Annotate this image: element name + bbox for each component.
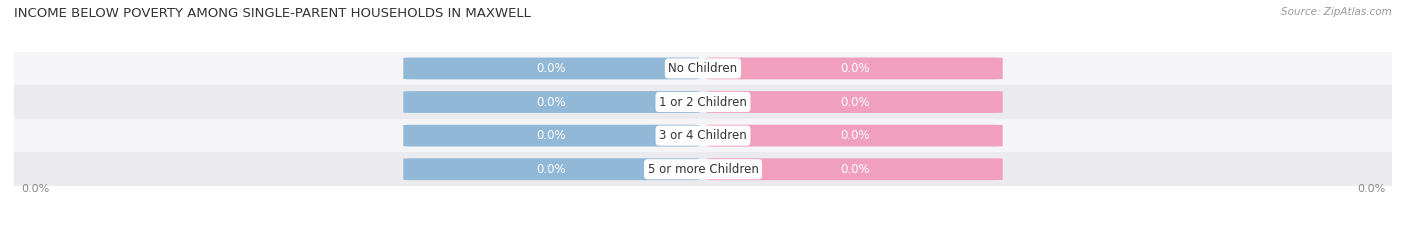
Text: 0.0%: 0.0% bbox=[839, 62, 869, 75]
Text: 0.0%: 0.0% bbox=[839, 163, 869, 176]
Bar bbox=[14, 119, 1392, 152]
FancyBboxPatch shape bbox=[706, 158, 1002, 180]
FancyBboxPatch shape bbox=[404, 91, 700, 113]
FancyBboxPatch shape bbox=[706, 58, 1002, 79]
Text: INCOME BELOW POVERTY AMONG SINGLE-PARENT HOUSEHOLDS IN MAXWELL: INCOME BELOW POVERTY AMONG SINGLE-PARENT… bbox=[14, 7, 531, 20]
Bar bbox=[14, 85, 1392, 119]
Text: 0.0%: 0.0% bbox=[537, 129, 567, 142]
Bar bbox=[14, 52, 1392, 85]
Text: Source: ZipAtlas.com: Source: ZipAtlas.com bbox=[1281, 7, 1392, 17]
Text: 0.0%: 0.0% bbox=[537, 163, 567, 176]
Text: No Children: No Children bbox=[668, 62, 738, 75]
Text: 0.0%: 0.0% bbox=[537, 62, 567, 75]
Text: 0.0%: 0.0% bbox=[839, 96, 869, 109]
Text: 0.0%: 0.0% bbox=[839, 129, 869, 142]
Text: 0.0%: 0.0% bbox=[537, 96, 567, 109]
Bar bbox=[14, 152, 1392, 186]
Text: 5 or more Children: 5 or more Children bbox=[648, 163, 758, 176]
FancyBboxPatch shape bbox=[706, 125, 1002, 147]
FancyBboxPatch shape bbox=[404, 158, 700, 180]
Text: 1 or 2 Children: 1 or 2 Children bbox=[659, 96, 747, 109]
FancyBboxPatch shape bbox=[404, 125, 700, 147]
Text: 0.0%: 0.0% bbox=[1357, 184, 1385, 194]
Text: 0.0%: 0.0% bbox=[21, 184, 49, 194]
FancyBboxPatch shape bbox=[706, 91, 1002, 113]
FancyBboxPatch shape bbox=[404, 58, 700, 79]
Text: 3 or 4 Children: 3 or 4 Children bbox=[659, 129, 747, 142]
